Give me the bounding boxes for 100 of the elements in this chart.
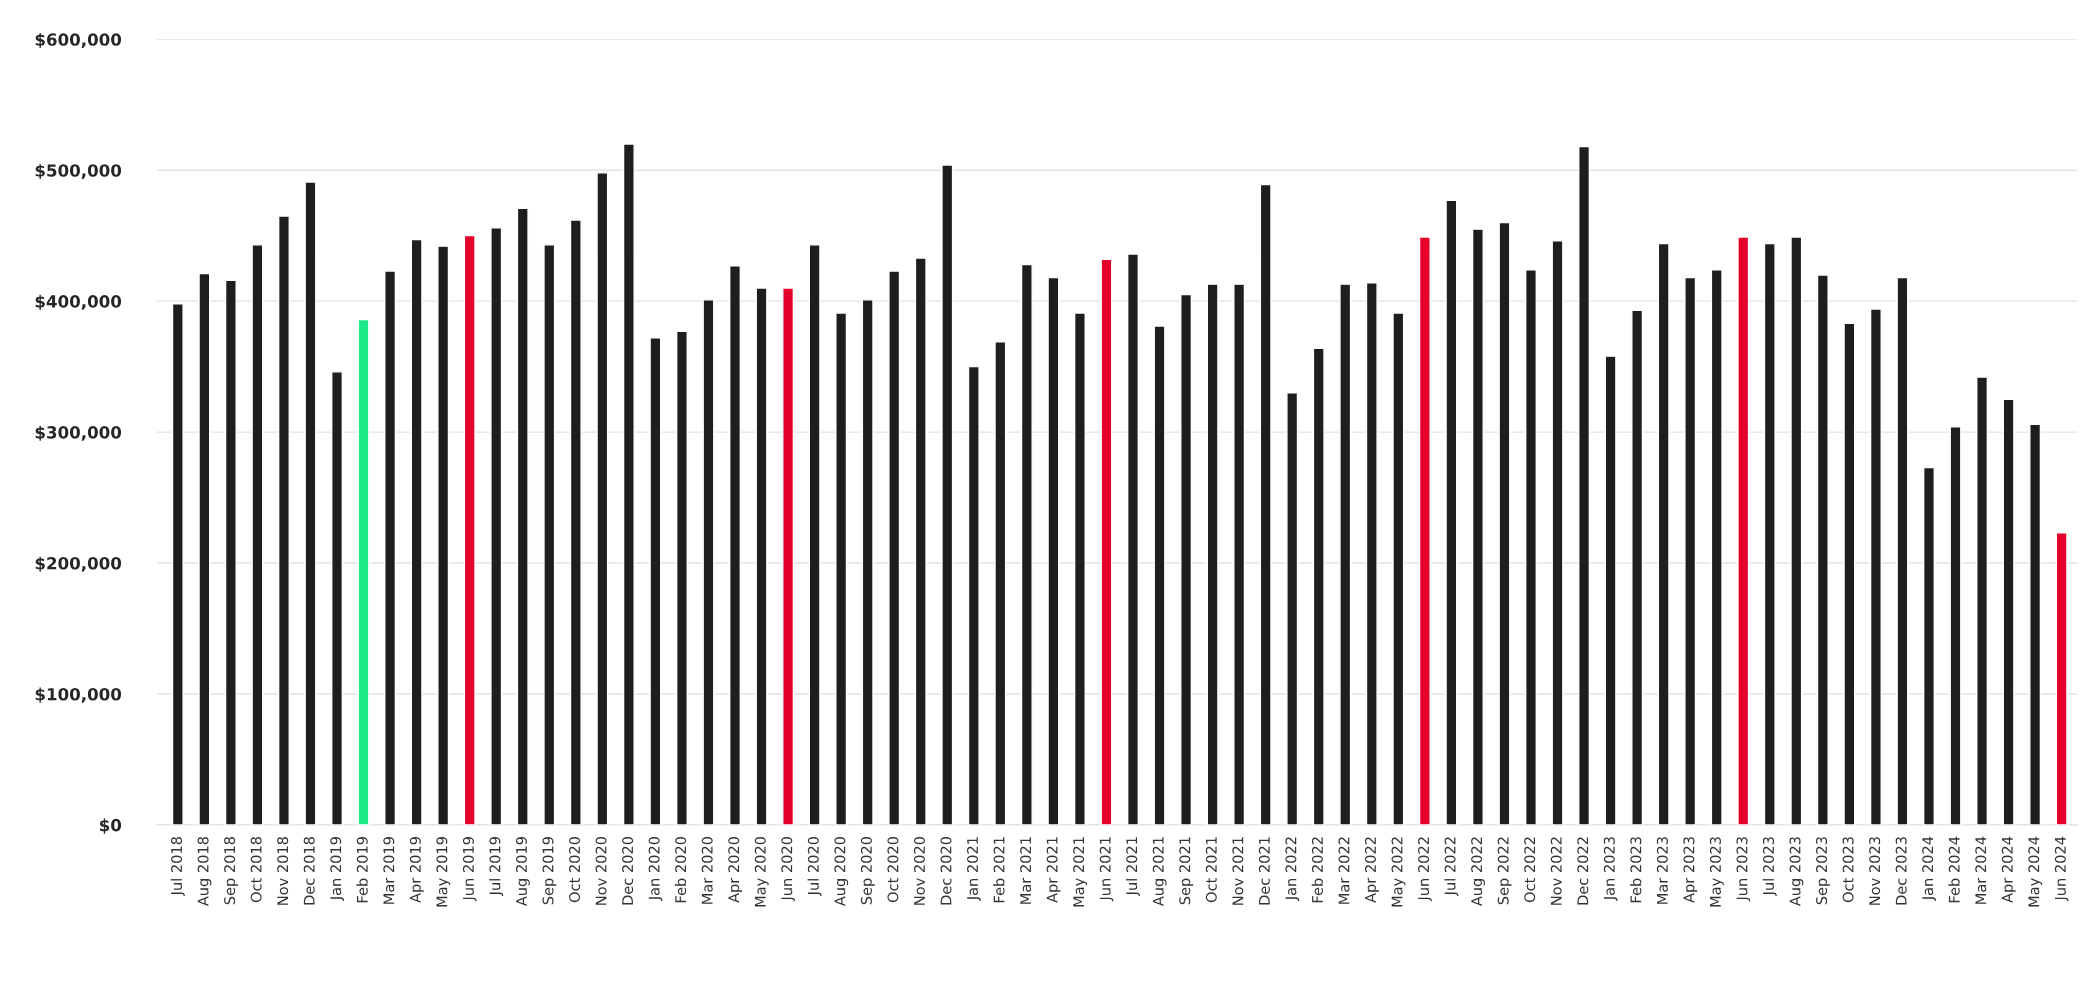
x-tick-label: Jan 2022	[1285, 837, 1300, 901]
x-tick-label: Feb 2023	[1630, 837, 1642, 903]
x-tick-label: Dec 2020	[622, 836, 634, 905]
bar	[1153, 325, 1166, 825]
x-tick-label: Feb 2021	[993, 837, 1005, 903]
x-tick-label: Nov 2022	[1550, 837, 1562, 905]
x-tick-label: May 2019	[436, 837, 451, 907]
bar	[649, 337, 662, 825]
bar	[251, 244, 264, 825]
bar	[1763, 242, 1776, 825]
x-tick-label: Mar 2021	[1020, 837, 1032, 904]
x-tick-label: Aug 2022	[1471, 837, 1485, 907]
x-tick-label: Jan 2019	[330, 837, 344, 901]
x-tick-label: Sep 2021	[1179, 837, 1194, 905]
bar	[702, 299, 715, 825]
x-tick-label: Feb 2020	[674, 836, 687, 903]
x-tick-label: Oct 2020	[569, 836, 581, 903]
x-tick-label: Aug 2023	[1789, 837, 1804, 907]
bar	[384, 270, 397, 825]
x-tick-label: Jan 2021	[967, 837, 981, 901]
bar	[569, 219, 582, 825]
x-tick-label: Jan 2020	[648, 836, 663, 901]
x-tick-label: Jun 2020	[781, 836, 796, 902]
x-tick-label: Mar 2020	[701, 836, 713, 904]
bar	[1047, 276, 1060, 825]
bar	[1710, 269, 1723, 825]
bar	[729, 265, 742, 825]
bar	[1259, 183, 1272, 825]
bar	[304, 181, 317, 825]
bar	[1949, 426, 1962, 825]
bar	[1180, 293, 1193, 825]
bar	[1233, 283, 1246, 825]
bar	[543, 244, 556, 825]
y-tick-label: $100,000	[35, 687, 122, 703]
x-tick-label: Aug 2019	[515, 837, 530, 907]
bar	[1471, 228, 1484, 825]
x-tick-label: Jun 2022	[1418, 837, 1432, 902]
x-tick-label: Apr 2019	[409, 837, 424, 903]
bar	[835, 312, 848, 825]
bar	[2055, 532, 2068, 825]
bar	[888, 270, 901, 825]
bar	[1126, 253, 1140, 825]
bar	[2002, 398, 2015, 825]
x-tick-label: Dec 2020	[940, 836, 952, 905]
bar	[224, 279, 237, 825]
x-tick-label: Dec 2018	[303, 836, 315, 905]
bar	[1843, 322, 1856, 825]
bar	[755, 287, 768, 825]
bar	[994, 341, 1007, 825]
bar	[1737, 236, 1750, 825]
bar	[1578, 145, 1591, 825]
bar	[861, 299, 874, 825]
bar	[1631, 309, 1644, 825]
bar	[1312, 347, 1325, 825]
x-tick-label: Dec 2023	[1895, 837, 1907, 905]
x-tick-label: Apr 2023	[1683, 837, 1698, 903]
x-tick-label: Sep 2020	[860, 836, 875, 905]
x-tick-label: Mar 2022	[1338, 837, 1350, 904]
x-tick-label: Apr 2021	[1046, 837, 1061, 903]
bar	[1498, 221, 1511, 825]
bar	[967, 365, 980, 825]
x-tick-label: Oct 2023	[1842, 837, 1854, 903]
x-tick-label: Oct 2020	[887, 836, 899, 903]
bar	[1020, 263, 1033, 825]
bar	[1392, 312, 1405, 825]
x-tick-label: Dec 2021	[1258, 837, 1270, 905]
bar	[1869, 308, 1882, 825]
y-tick-label: $600,000	[35, 32, 122, 49]
x-tick-label: Nov 2020	[595, 836, 607, 905]
bar	[1922, 466, 1935, 825]
x-tick-label: May 2024	[2028, 836, 2043, 907]
x-tick-label: Feb 2022	[1311, 837, 1323, 903]
bar	[1976, 376, 1989, 825]
bar	[1816, 274, 1829, 825]
bar	[596, 172, 609, 825]
x-tick-label: May 2020	[754, 836, 769, 907]
x-tick-label: Jul 2022	[1444, 837, 1459, 897]
bar	[463, 234, 476, 825]
x-tick-label: Feb 2019	[356, 837, 368, 903]
bar	[171, 303, 184, 825]
x-tick-label: Aug 2021	[1152, 837, 1167, 907]
x-tick-label: Jul 2018	[170, 836, 185, 897]
x-tick-label: Mar 2019	[383, 837, 395, 904]
bar	[1339, 283, 1352, 825]
x-tick-label: Jun 2021	[1099, 837, 1114, 902]
bar	[1684, 276, 1697, 825]
bar	[331, 371, 344, 825]
x-tick-label: Mar 2024	[1975, 836, 1987, 904]
x-tick-label: Jun 2019	[462, 837, 477, 902]
x-tick-label: Sep 2019	[542, 837, 557, 905]
bar	[277, 215, 290, 825]
bar	[410, 238, 423, 825]
bar	[490, 227, 503, 825]
bar	[1206, 283, 1219, 825]
bar	[1657, 242, 1670, 825]
bar	[1418, 236, 1431, 825]
x-tick-label: Sep 2022	[1497, 837, 1512, 905]
x-tick-label: Dec 2022	[1577, 837, 1589, 905]
bar	[357, 318, 370, 825]
x-tick-label: Jul 2023	[1762, 837, 1777, 897]
